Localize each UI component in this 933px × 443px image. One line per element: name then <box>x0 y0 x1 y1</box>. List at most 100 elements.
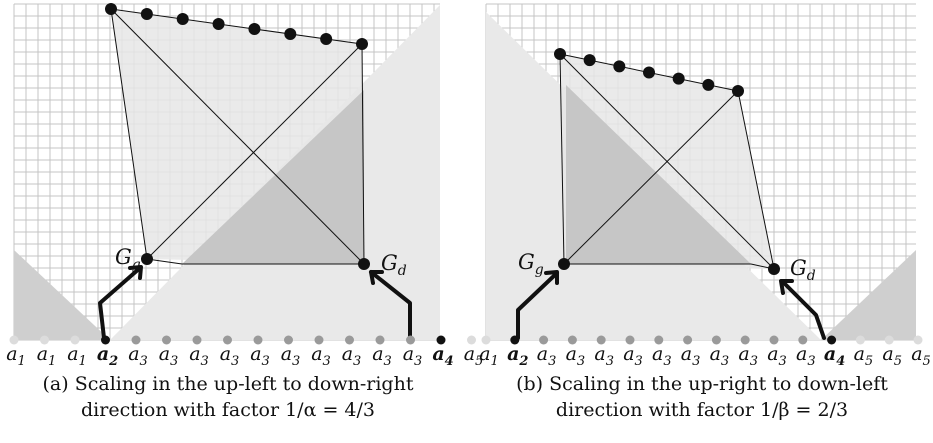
axis-label: a3 <box>189 343 209 369</box>
boundary-dot <box>554 48 566 60</box>
boundary-dot <box>643 66 655 79</box>
axis-label: a1 <box>37 343 57 369</box>
panel-a-node-gd <box>358 258 370 270</box>
axis-label: a4 <box>432 343 453 369</box>
panel-b-dark-region <box>566 85 751 264</box>
axis-dot <box>539 335 549 345</box>
axis-label: a3 <box>250 343 270 369</box>
panel-b-axis-labels: a1 a2 a3 a3 a3 a3 a3 a3 a3 a3 a3 a3 a4 a5 a5 a5 <box>479 343 931 369</box>
boundary-dot <box>284 28 297 40</box>
axis-dot <box>406 335 415 345</box>
panel-a-axis-dots <box>9 335 476 345</box>
axis-label: a1 <box>479 343 499 369</box>
axis-label: a3 <box>566 343 586 369</box>
axis-dot <box>9 335 19 345</box>
boundary-dot <box>702 78 715 91</box>
axis-label: a3 <box>311 343 331 369</box>
axis-dot <box>162 335 171 345</box>
panel-b-gd-label: Gd <box>790 256 816 284</box>
panel-b-gg-label: Gg <box>518 250 544 278</box>
axis-dot <box>683 335 693 345</box>
axis-label: a3 <box>159 343 179 369</box>
axis-dot <box>131 335 141 345</box>
axis-dot <box>740 335 750 345</box>
axis-label: a4 <box>824 343 845 369</box>
axis-label: a3 <box>710 343 730 369</box>
boundary-dot <box>613 60 626 73</box>
axis-label: a3 <box>623 343 643 369</box>
axis-label: a5 <box>464 343 484 369</box>
panel-b-right-wedge <box>821 250 916 340</box>
axis-label: a2 <box>507 343 528 369</box>
axis-dot <box>481 335 491 345</box>
panel-b-axis-dots <box>481 335 923 345</box>
axis-label: a2 <box>97 343 118 369</box>
axis-dot <box>40 335 49 345</box>
boundary-dot <box>672 72 685 85</box>
axis-label: a3 <box>796 343 816 369</box>
axis-label: a1 <box>67 343 87 369</box>
panel-a-caption-line2: direction with factor 1/α = 4/3 <box>81 399 375 421</box>
axis-dot <box>436 335 446 345</box>
axis-dot <box>253 335 263 345</box>
axis-dot <box>101 335 110 345</box>
panel-a-arrows <box>98 265 412 340</box>
axis-label: a3 <box>738 343 758 369</box>
axis-dot <box>375 335 385 345</box>
boundary-dot <box>105 3 117 15</box>
axis-label: a3 <box>403 343 423 369</box>
boundary-dot <box>140 8 153 20</box>
axis-dot <box>855 335 865 345</box>
panel-b: Gg Gd a1 a2 a3 a3 a3 a3 a3 a3 a3 a3 a3 a3 a4 a5 a5 a5 (… <box>479 3 931 421</box>
panel-b-caption-line2: direction with factor 1/β = 2/3 <box>556 399 848 421</box>
panel-b-edges <box>559 53 775 270</box>
panel-a-axis-labels: a1 a1 a1 a2 a3 a3 a3 a3 a3 a3 a3 a3 a3 a3 a4 a5 <box>6 343 483 369</box>
boundary-dot <box>356 38 368 50</box>
boundary-dot <box>583 54 596 67</box>
axis-label: a5 <box>882 343 902 369</box>
axis-dot <box>467 335 476 345</box>
panel-a-boundary-dots <box>105 3 368 50</box>
axis-label: a3 <box>342 343 362 369</box>
panel-b-arrows <box>516 270 826 340</box>
boundary-dot <box>320 33 333 45</box>
boundary-dot <box>176 13 189 25</box>
panel-b-node-gg <box>558 258 570 270</box>
axis-label: a3 <box>594 343 614 369</box>
axis-dot <box>711 335 721 345</box>
axis-dot <box>70 335 80 345</box>
axis-label: a1 <box>6 343 26 369</box>
axis-label: a3 <box>652 343 672 369</box>
axis-dot <box>345 335 354 345</box>
axis-dot <box>510 335 520 345</box>
axis-dot <box>284 335 293 345</box>
axis-dot <box>192 335 202 345</box>
axis-label: a3 <box>767 343 787 369</box>
axis-label: a5 <box>911 343 931 369</box>
axis-dot <box>654 335 664 345</box>
axis-dot <box>827 335 837 345</box>
panel-a-gd-label: Gd <box>381 251 407 279</box>
panel-a-edges <box>110 8 365 265</box>
axis-dot <box>314 335 324 345</box>
panel-a-dark-region <box>182 90 364 264</box>
panel-b-caption-line1: (b) Scaling in the up-right to down-left <box>516 373 888 395</box>
boundary-dot <box>732 85 744 97</box>
panel-a-gg-label: Gg <box>115 245 141 273</box>
axis-dot <box>625 335 635 345</box>
panel-b-node-gd <box>768 263 780 275</box>
axis-dot <box>596 335 606 345</box>
axis-dot <box>884 335 894 345</box>
panel-a-left-wedge <box>14 250 110 340</box>
boundary-dot <box>248 23 261 35</box>
axis-label: a3 <box>372 343 392 369</box>
panel-a-caption-line1: (a) Scaling in the up-left to down-right <box>43 373 414 395</box>
axis-label: a5 <box>854 343 874 369</box>
axis-dot <box>798 335 808 345</box>
axis-label: a3 <box>537 343 557 369</box>
axis-label: a3 <box>220 343 240 369</box>
axis-label: a3 <box>681 343 701 369</box>
axis-label: a3 <box>128 343 148 369</box>
boundary-dot <box>212 18 225 30</box>
